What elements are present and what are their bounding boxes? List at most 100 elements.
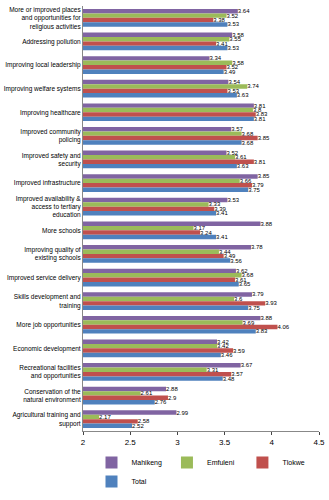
svg-text:Improved service delivery: Improved service delivery [7,274,81,282]
svg-text:Improving welfare systems: Improving welfare systems [4,85,82,93]
svg-text:Skills development andtraining: Skills development andtraining [14,293,81,309]
svg-text:Mahikeng: Mahikeng [132,459,162,467]
svg-text:3.52: 3.52 [226,64,238,70]
svg-text:3.66: 3.66 [240,178,252,184]
svg-text:3.41: 3.41 [216,41,228,47]
svg-text:3.61: 3.61 [235,277,247,283]
svg-text:3.68: 3.68 [242,131,254,137]
svg-text:3.24: 3.24 [200,230,212,236]
svg-text:Economic development: Economic development [13,345,81,353]
svg-text:3.53: 3.53 [227,197,239,203]
svg-text:3.52: 3.52 [226,150,238,156]
svg-text:4.5: 4.5 [313,438,325,447]
svg-text:3.67: 3.67 [241,362,253,368]
svg-text:2.5: 2.5 [125,438,137,447]
svg-text:3.85: 3.85 [258,173,270,179]
svg-text:3.53: 3.53 [227,88,239,94]
svg-text:Improved safety andsecurity: Improved safety andsecurity [22,152,82,168]
svg-text:3.81: 3.81 [254,116,266,122]
svg-text:3.64: 3.64 [238,8,250,14]
svg-text:4: 4 [270,438,275,447]
svg-text:3.46: 3.46 [221,352,233,358]
svg-text:More or improved placesand opp: More or improved placesand opportunities… [9,6,81,31]
svg-text:3.39: 3.39 [214,206,226,212]
svg-text:3.48: 3.48 [223,376,235,382]
svg-text:3.58: 3.58 [232,60,244,66]
svg-text:3.68: 3.68 [242,140,254,146]
svg-text:Agricultural training andsuppo: Agricultural training andsupport [12,411,81,427]
svg-text:3.93: 3.93 [265,300,277,306]
svg-text:3.55: 3.55 [229,36,241,42]
svg-text:3.49: 3.49 [224,253,236,259]
svg-text:3.38: 3.38 [213,17,225,23]
svg-text:3.42: 3.42 [217,343,229,349]
svg-text:2.99: 2.99 [176,410,188,416]
svg-text:2.58: 2.58 [138,418,150,424]
svg-text:3.83: 3.83 [256,328,268,334]
svg-text:3.75: 3.75 [248,305,260,311]
svg-text:3.65: 3.65 [239,281,251,287]
svg-text:2: 2 [81,438,86,447]
svg-text:Improved availability &access: Improved availability &access to tertiar… [16,195,82,219]
svg-text:Emfuleni: Emfuleni [207,459,235,466]
svg-text:3.88: 3.88 [260,315,272,321]
svg-text:3.78: 3.78 [251,244,263,250]
svg-text:3.74: 3.74 [247,83,259,89]
svg-text:3.79: 3.79 [252,291,264,297]
svg-text:3.56: 3.56 [230,258,242,264]
svg-text:3.17: 3.17 [193,225,205,231]
svg-text:More job opportunities: More job opportunities [16,321,81,329]
svg-text:3.81: 3.81 [254,103,266,109]
svg-text:Total: Total [132,478,147,485]
svg-text:3.52: 3.52 [226,13,238,19]
svg-text:3.79: 3.79 [252,182,264,188]
svg-text:Improving local leadership: Improving local leadership [5,61,81,69]
svg-text:Improved infrastructure: Improved infrastructure [14,179,81,187]
svg-text:Conservation of thenatural env: Conservation of thenatural environment [23,388,81,403]
svg-text:3.57: 3.57 [231,126,243,132]
svg-text:3.8: 3.8 [253,107,262,113]
svg-text:3.63: 3.63 [237,92,249,98]
svg-text:3.31: 3.31 [207,367,219,373]
svg-text:3.53: 3.53 [227,21,239,27]
svg-text:2.61: 2.61 [141,390,153,396]
svg-text:Improved communitypolicing: Improved communitypolicing [20,128,81,144]
svg-text:Recreational facilitiesand opp: Recreational facilitiesand opportunities [19,364,81,380]
svg-text:3.5: 3.5 [219,438,231,447]
svg-text:Improving quality ofexisting s: Improving quality ofexisting schools [24,246,81,262]
svg-text:3.83: 3.83 [256,111,268,117]
svg-text:2.52: 2.52 [132,423,144,429]
svg-text:2.17: 2.17 [99,414,111,420]
svg-text:3.33: 3.33 [209,201,221,207]
svg-text:3.49: 3.49 [224,69,236,75]
svg-text:3.53: 3.53 [227,45,239,51]
svg-text:3.62: 3.62 [236,268,248,274]
svg-text:3.41: 3.41 [216,234,228,240]
svg-text:3.54: 3.54 [228,79,240,85]
svg-text:2.9: 2.9 [168,395,177,401]
svg-text:Addressing pollution: Addressing pollution [22,38,81,46]
svg-text:3.6: 3.6 [234,296,243,302]
svg-text:4.06: 4.06 [277,324,289,330]
svg-text:3.68: 3.68 [242,272,254,278]
svg-text:3.63: 3.63 [237,163,249,169]
svg-text:3.57: 3.57 [231,371,243,377]
svg-text:3.59: 3.59 [233,348,245,354]
svg-text:3.81: 3.81 [254,159,266,165]
svg-text:More schools: More schools [42,227,81,234]
svg-text:3.61: 3.61 [235,154,247,160]
svg-text:Improving healthcare: Improving healthcare [20,109,81,117]
svg-text:3.69: 3.69 [243,320,255,326]
svg-text:2.76: 2.76 [155,399,167,405]
svg-text:3.88: 3.88 [260,221,272,227]
svg-text:3.75: 3.75 [248,187,260,193]
svg-text:3.42: 3.42 [217,339,229,345]
svg-text:3.41: 3.41 [216,210,228,216]
svg-text:3.44: 3.44 [219,249,231,255]
svg-text:Tlokwe: Tlokwe [282,459,304,466]
svg-text:3.58: 3.58 [232,32,244,38]
svg-text:3: 3 [175,438,180,447]
svg-text:2.88: 2.88 [166,386,178,392]
svg-text:3.85: 3.85 [258,135,270,141]
svg-text:3.34: 3.34 [210,55,222,61]
